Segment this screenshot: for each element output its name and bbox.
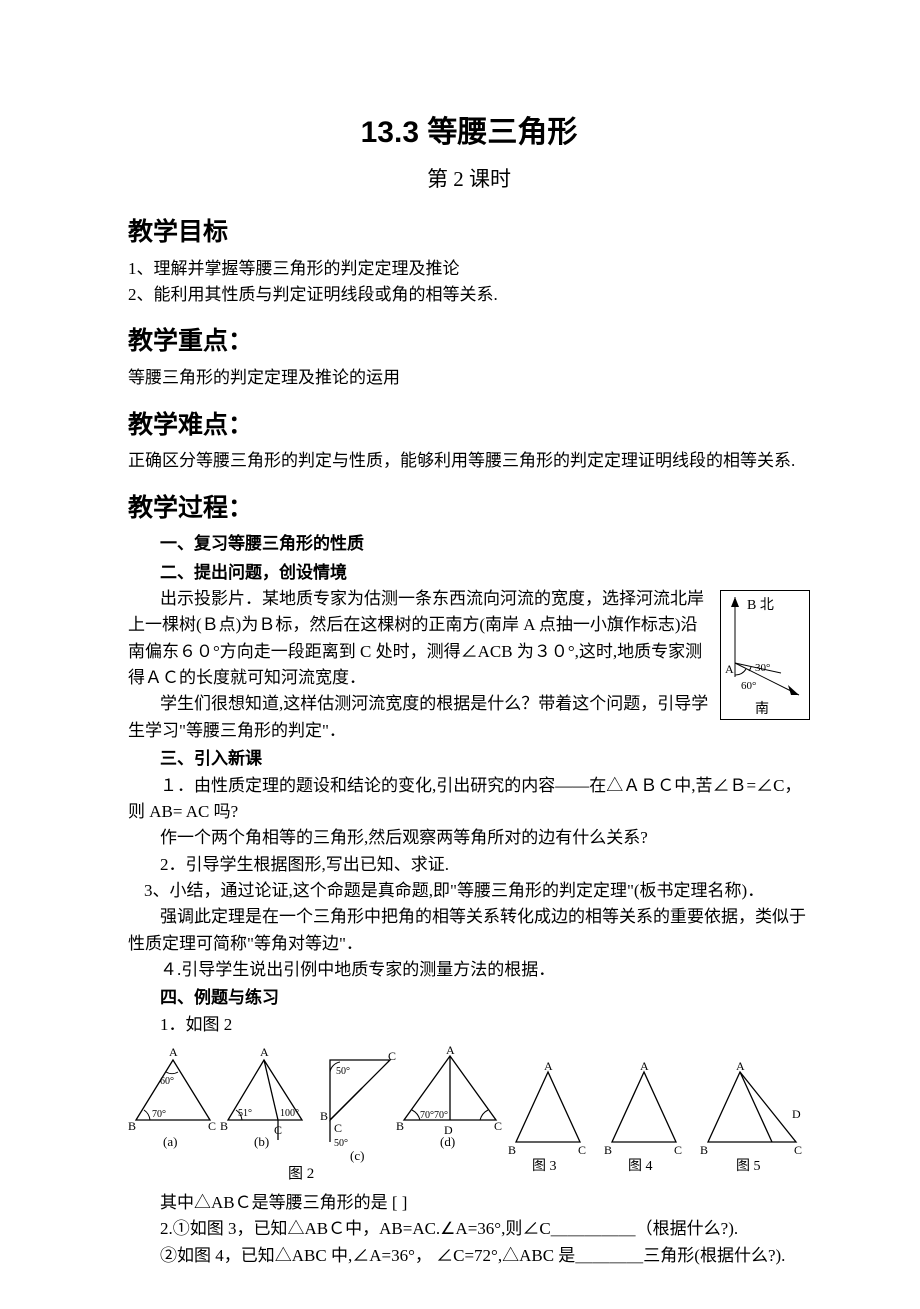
svg-text:B: B — [128, 1119, 136, 1133]
s3-para-4: 3、小结，通过论证,这个命题是真命题,即"等腰三角形的判定定理"(板书定理名称)… — [128, 878, 810, 904]
s3-para-5: 强调此定理是在一个三角形中把角的相等关系转化成边的相等关系的重要依据，类似于性质… — [128, 904, 810, 957]
difficulty-text: 正确区分等腰三角形的判定与性质，能够利用等腰三角形的判定定理证明线段的相等关系. — [128, 448, 810, 474]
svg-text:C: C — [208, 1119, 216, 1133]
svg-text:B: B — [700, 1143, 708, 1157]
s4-q1: 其中△ABＣ是等腰三角形的是 [ ] — [128, 1190, 810, 1216]
svg-text:B: B — [320, 1109, 328, 1123]
section-4: 四、例题与练习 — [160, 985, 810, 1011]
figure-345: A B C 图 3 A B C 图 4 A B C D 图 5 — [508, 1042, 808, 1182]
svg-text:100°: 100° — [280, 1108, 299, 1119]
svg-text:B: B — [396, 1119, 404, 1133]
s3-para-2: 作一个两个角相等的三角形,然后观察两等角所对的边有什么关系? — [128, 825, 810, 851]
goal-line-1: 1、理解并掌握等腰三角形的判定定理及推论 — [128, 256, 810, 282]
svg-text:C: C — [674, 1143, 682, 1157]
svg-text:70°70°: 70°70° — [420, 1110, 448, 1121]
section-3: 三、引入新课 — [160, 746, 810, 772]
svg-text:A: A — [446, 1043, 455, 1057]
svg-text:图 5: 图 5 — [736, 1159, 761, 1174]
compass-north: B 北 — [747, 597, 774, 613]
svg-text:A: A — [260, 1045, 269, 1059]
s4-q3: ②如图 4，已知△ABC 中,∠A=36°， ∠C=72°,△ABC 是＿＿＿＿… — [128, 1243, 810, 1269]
svg-text:(a): (a) — [163, 1134, 177, 1149]
focus-text: 等腰三角形的判定定理及推论的运用 — [128, 365, 810, 391]
svg-text:(c): (c) — [350, 1148, 364, 1163]
svg-text:图 2: 图 2 — [288, 1165, 314, 1182]
svg-text:60°: 60° — [160, 1076, 174, 1087]
doc-subtitle: 第 2 课时 — [128, 163, 810, 196]
section-1: 一、复习等腰三角形的性质 — [160, 531, 810, 557]
compass-60: 60° — [741, 680, 756, 692]
svg-text:A: A — [736, 1059, 745, 1073]
svg-text:50°: 50° — [334, 1138, 348, 1149]
svg-text:C: C — [794, 1143, 802, 1157]
svg-text:50°: 50° — [336, 1066, 350, 1077]
svg-text:D: D — [792, 1107, 801, 1121]
s3-para-1: １．由性质定理的题设和结论的变化,引出研究的内容——在△ＡＢＣ中,苦∠Ｂ=∠C，… — [128, 773, 810, 826]
s3-para-3: 2．引导学生根据图形,写出已知、求证. — [128, 852, 810, 878]
s3-para-6: ４.引导学生说出引例中地质专家的测量方法的根据． — [128, 957, 810, 983]
compass-30: 30° — [755, 662, 770, 674]
doc-title: 13.3 等腰三角形 — [128, 110, 810, 157]
s4-para-1: 1．如图 2 — [128, 1012, 810, 1038]
section-2: 二、提出问题，创设情境 — [160, 560, 810, 586]
heading-focus: 教学重点： — [128, 322, 810, 361]
svg-text:(d): (d) — [440, 1134, 455, 1149]
svg-text:70°: 70° — [152, 1109, 166, 1120]
compass-A: A — [725, 662, 734, 676]
figure-2: A B C 60° 70° (a) A B 51° 100° C (b) — [128, 1042, 508, 1182]
compass-south: 南 — [755, 701, 769, 717]
s2-para-1: 出示投影片．某地质专家为估测一条东西流向河流的宽度，选择河流北岸上一棵树(Ｂ点)… — [128, 586, 810, 691]
svg-text:B: B — [220, 1119, 228, 1133]
svg-text:(b): (b) — [254, 1134, 269, 1149]
svg-text:A: A — [544, 1059, 553, 1073]
s2-para-2: 学生们很想知道,这样估测河流宽度的根据是什么？带着这个问题，引导学生学习"等腰三… — [128, 691, 810, 744]
heading-difficulty: 教学难点： — [128, 406, 810, 445]
svg-text:A: A — [640, 1059, 649, 1073]
svg-text:图 4: 图 4 — [628, 1159, 653, 1174]
svg-text:B: B — [508, 1143, 516, 1157]
compass-diagram: B 北 A 60° 30° 南 — [720, 590, 810, 720]
svg-text:C: C — [388, 1049, 396, 1063]
heading-process: 教学过程： — [128, 489, 810, 528]
svg-text:C: C — [334, 1121, 342, 1135]
figure-row: A B C 60° 70° (a) A B 51° 100° C (b) — [128, 1042, 810, 1182]
svg-text:B: B — [604, 1143, 612, 1157]
svg-text:图 3: 图 3 — [532, 1159, 557, 1174]
s4-q2: 2.①如图 3，已知△ABＣ中，AB=AC.∠A=36°,则∠C＿＿＿＿＿（根据… — [128, 1216, 810, 1242]
svg-text:51°: 51° — [238, 1108, 252, 1119]
page: 13.3 等腰三角形 第 2 课时 教学目标 1、理解并掌握等腰三角形的判定定理… — [0, 0, 920, 1309]
svg-text:C: C — [274, 1123, 282, 1137]
svg-text:C: C — [578, 1143, 586, 1157]
svg-text:A: A — [169, 1045, 178, 1059]
goal-line-2: 2、能利用其性质与判定证明线段或角的相等关系. — [128, 282, 810, 308]
heading-goal: 教学目标 — [128, 213, 810, 252]
svg-text:C: C — [494, 1119, 502, 1133]
